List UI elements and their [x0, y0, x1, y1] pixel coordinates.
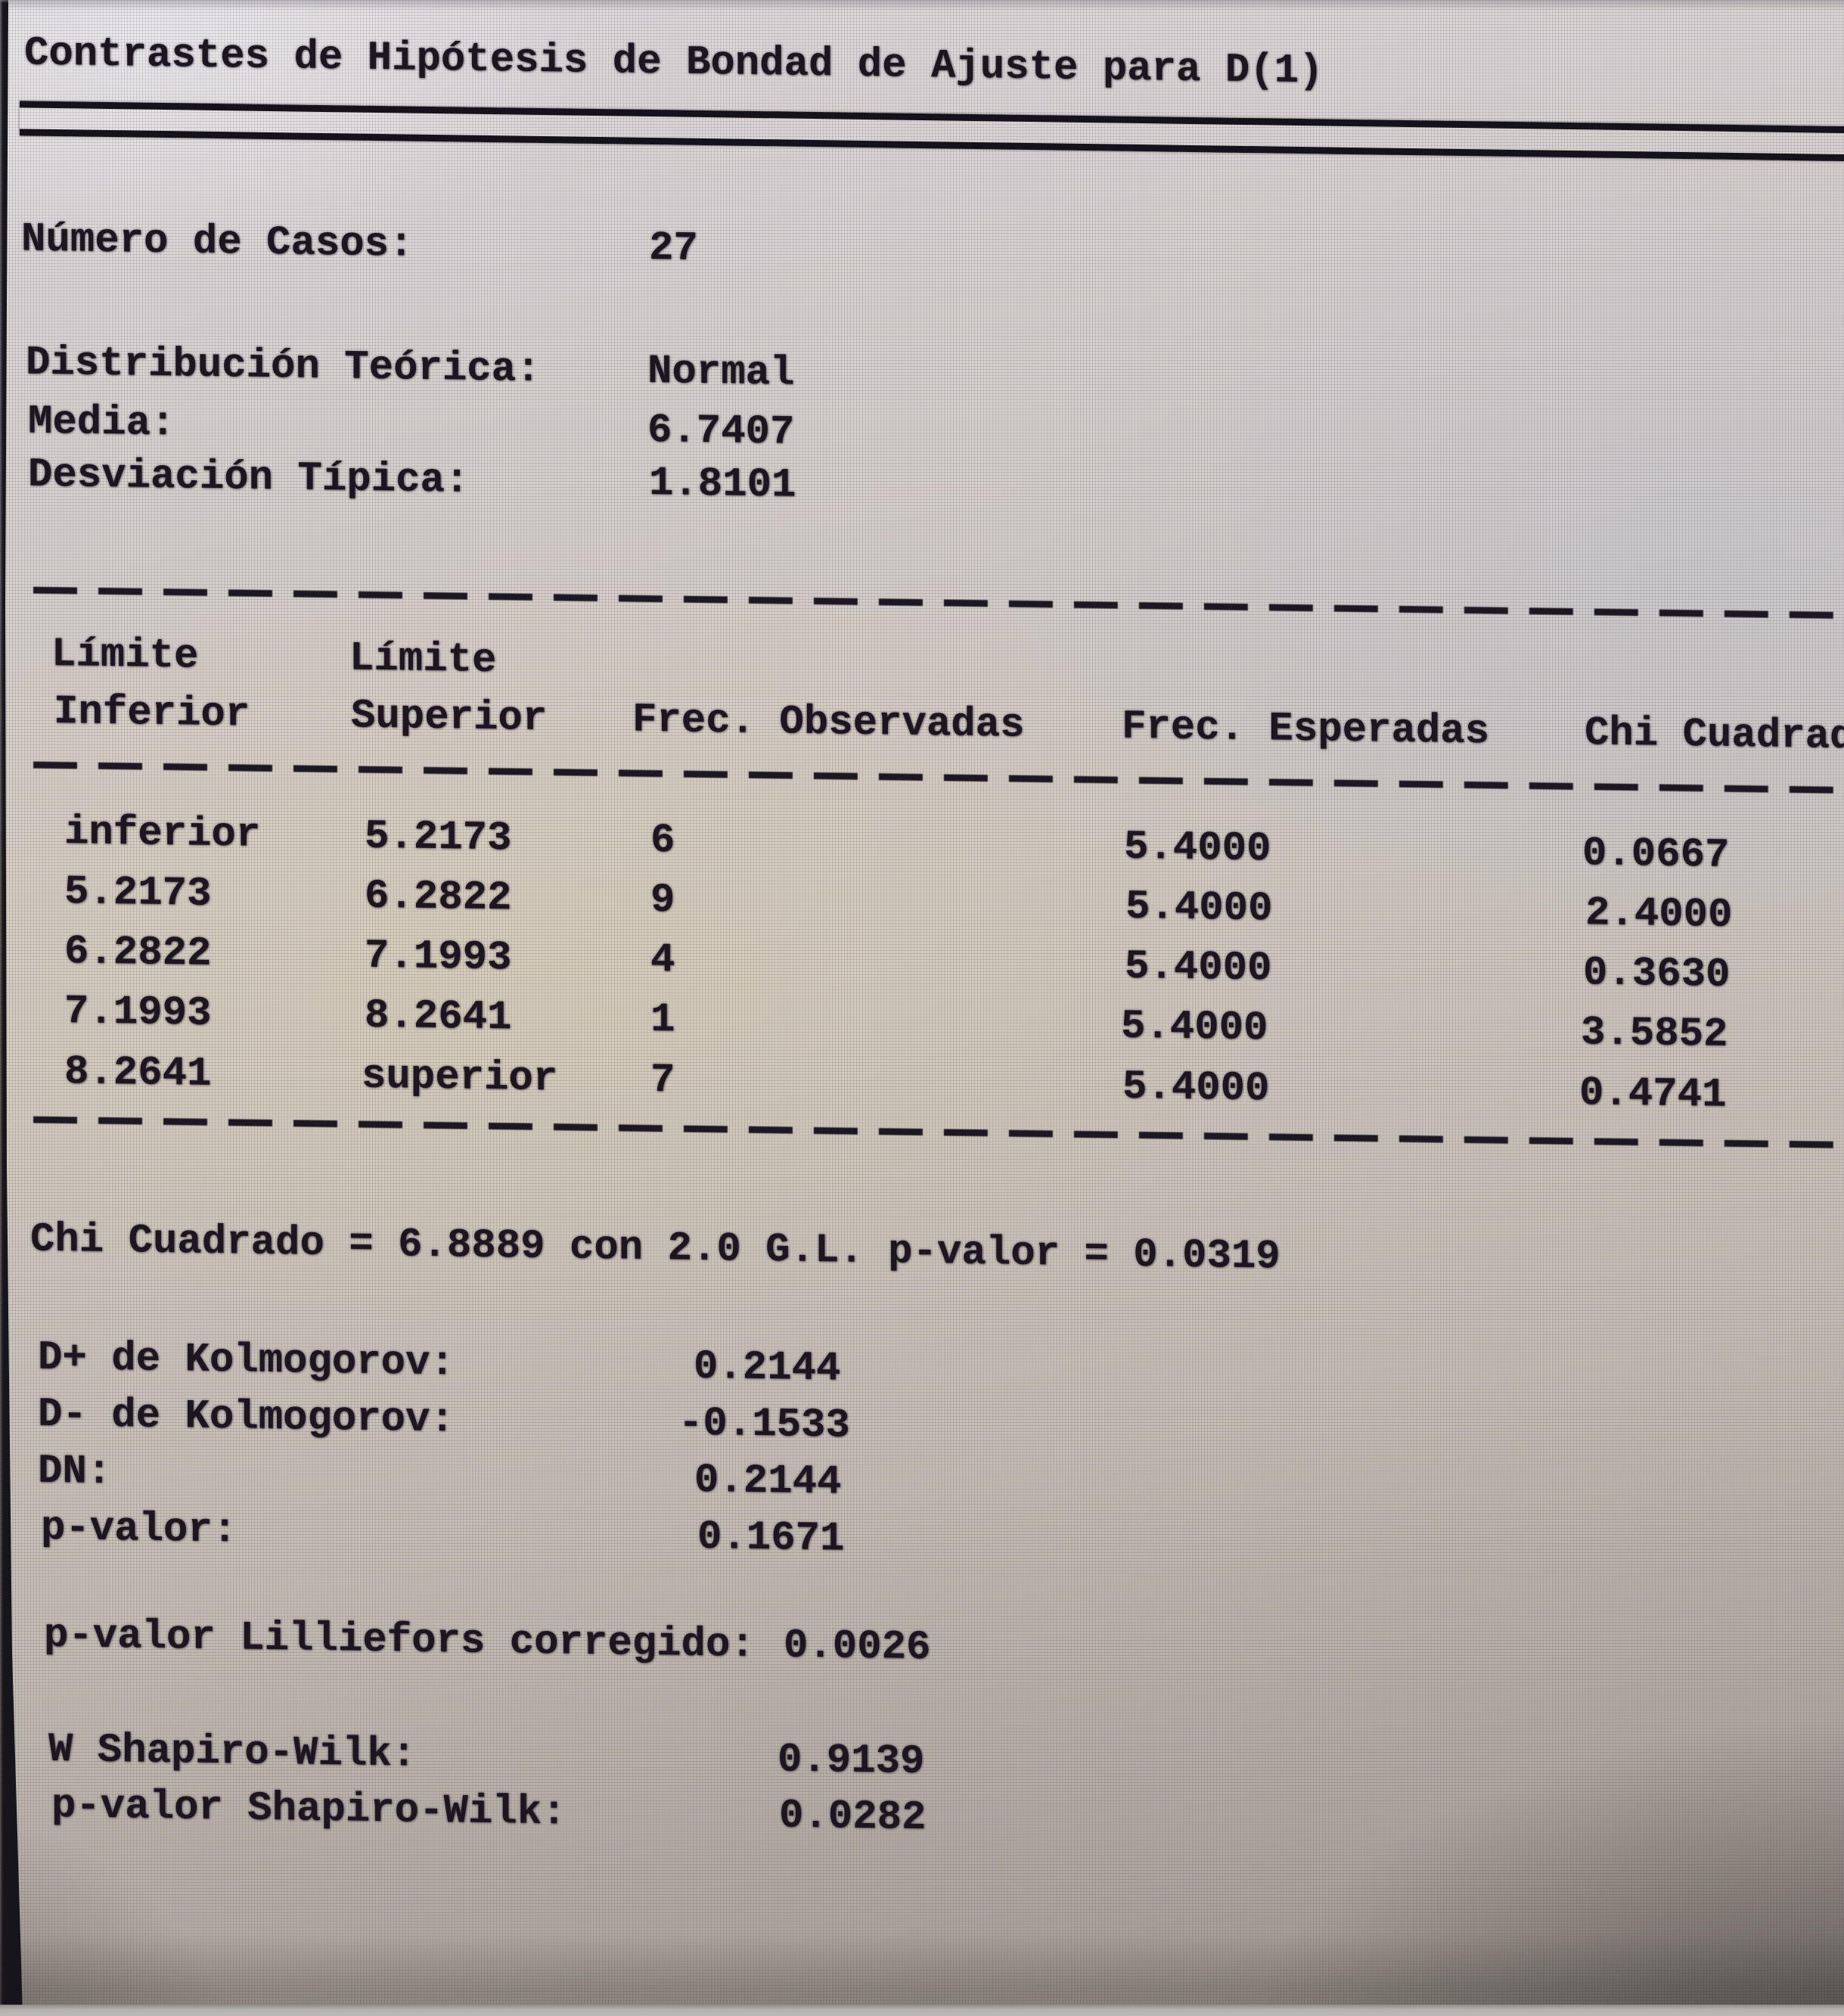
table-row: 8.2641 superior 7 5.4000 0.4741 [0, 1049, 1844, 1121]
cell-frec-esp: 5.4000 [1122, 1064, 1270, 1113]
cell-frec-obs: 1 [650, 997, 675, 1044]
cell-frec-esp: 5.4000 [1121, 1003, 1268, 1052]
kolmogorov-dminus-value: -0.1533 [678, 1400, 850, 1449]
chi-summary-text: Chi Cuadrado = 6.8889 con 2.0 G.L. p-val… [30, 1216, 1281, 1281]
stats-table: Límite Límite Inferior Superior Frec. Ob… [0, 0, 1844, 1149]
shapiro-pvalor-label: p-valor Shapiro-Wilk: [51, 1782, 567, 1837]
kolmogorov-dplus-value: 0.2144 [694, 1343, 841, 1393]
shapiro-pvalor-row: p-valor Shapiro-Wilk: 0.0282 [0, 1782, 1844, 1855]
title-divider [20, 101, 1844, 162]
distribucion-value: Normal [647, 348, 795, 397]
header-inferior: Inferior [54, 688, 250, 738]
cell-lim-sup: 6.2822 [365, 873, 512, 922]
lilliefors-label: p-valor Lilliefors corregido: [44, 1612, 755, 1669]
kolmogorov-dminus-label: D- de Kolmogorov: [38, 1391, 455, 1444]
lilliefors-value: 0.0026 [784, 1623, 931, 1672]
cell-chi: 2.4000 [1585, 890, 1733, 939]
desviacion-label: Desviación Típica: [28, 452, 470, 505]
table-header-line2: Inferior Superior Frec. Observadas Frec.… [0, 688, 1844, 761]
header-limite-2: Límite [349, 635, 497, 685]
kolmogorov-dn-value: 0.2144 [694, 1457, 842, 1506]
header-frec-esperadas: Frec. Esperadas [1122, 704, 1490, 756]
cell-chi: 0.0667 [1582, 831, 1730, 879]
cell-lim-inf: inferior [64, 809, 261, 859]
cell-frec-esp: 5.4000 [1125, 943, 1272, 992]
num-casos-row: Número de Casos: 27 [0, 216, 1844, 289]
page-title: Contrastes de Hipótesis de Bondad de Aju… [24, 30, 1324, 95]
cell-lim-sup: 8.2641 [365, 992, 512, 1042]
table-row: 7.1993 8.2641 1 5.4000 3.5852 [0, 989, 1844, 1061]
shapiro-w-value: 0.9139 [778, 1737, 925, 1786]
num-casos-label: Número de Casos: [21, 216, 414, 269]
distribucion-row: Distribución Teórica: Normal [0, 340, 1844, 412]
num-casos-value: 27 [649, 225, 698, 272]
cell-chi: 0.4741 [1579, 1070, 1727, 1119]
header-frec-observadas: Frec. Observadas [632, 697, 1025, 749]
cell-frec-esp: 5.4000 [1125, 884, 1273, 933]
shapiro-w-label: W Shapiro-Wilk: [48, 1726, 417, 1778]
cell-lim-sup: superior [362, 1053, 558, 1103]
header-superior: Superior [351, 693, 548, 743]
cell-lim-inf: 8.2641 [64, 1049, 212, 1098]
media-label: Media: [28, 399, 175, 448]
table-header-line1: Límite Límite [0, 631, 1844, 704]
cell-frec-obs: 6 [650, 818, 675, 865]
kolmogorov-dn-label: DN: [38, 1448, 112, 1496]
media-value: 6.7407 [647, 407, 795, 456]
kolmogorov-dminus-row: D- de Kolmogorov: -0.1533 [0, 1391, 1844, 1464]
chi-summary-row: Chi Cuadrado = 6.8889 con 2.0 G.L. p-val… [0, 1216, 1844, 1289]
shapiro-pvalor-value: 0.0282 [779, 1793, 927, 1842]
kolmogorov-pvalor-value: 0.1671 [697, 1514, 845, 1563]
cell-lim-inf: 7.1993 [64, 989, 212, 1037]
cell-frec-obs: 9 [650, 878, 675, 924]
cell-chi: 3.5852 [1581, 1010, 1728, 1058]
lilliefors-row: p-valor Lilliefors corregido: 0.0026 [0, 1612, 1844, 1685]
header-chi-cuadrado: Chi Cuadrado [1585, 710, 1844, 761]
cell-lim-inf: 6.2822 [64, 929, 212, 977]
table-row: 5.2173 6.2822 9 5.4000 2.4000 [0, 869, 1844, 941]
cell-lim-sup: 5.2173 [365, 813, 512, 862]
kolmogorov-dn-row: DN: 0.2144 [0, 1448, 1844, 1521]
table-row: inferior 5.2173 6 5.4000 0.0667 [0, 809, 1844, 881]
cell-chi: 0.3630 [1583, 950, 1731, 999]
kolmogorov-pvalor-label: p-valor: [41, 1505, 237, 1555]
table-top-divider [33, 586, 1844, 620]
table-header-divider [33, 761, 1844, 794]
desviacion-value: 1.8101 [649, 460, 796, 509]
table-bottom-divider [33, 1116, 1844, 1149]
cell-frec-obs: 4 [650, 937, 675, 984]
screen-bottom-edge [0, 2005, 1844, 2016]
cell-frec-esp: 5.4000 [1124, 824, 1271, 873]
cell-frec-obs: 7 [650, 1058, 675, 1104]
header-limite-1: Límite [51, 631, 199, 680]
kolmogorov-pvalor-row: p-valor: 0.1671 [0, 1505, 1844, 1577]
cell-lim-inf: 5.2173 [64, 869, 212, 918]
distribucion-label: Distribución Teórica: [26, 340, 541, 393]
table-row: 6.2822 7.1993 4 5.4000 0.3630 [0, 929, 1844, 1001]
kolmogorov-dplus-label: D+ de Kolmogorov: [38, 1334, 455, 1387]
cell-lim-sup: 7.1993 [365, 933, 512, 982]
